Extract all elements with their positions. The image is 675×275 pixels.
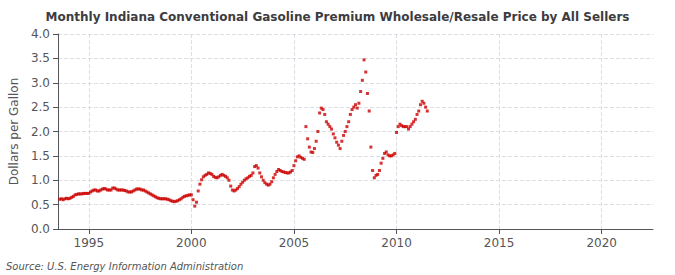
svg-text:3.0: 3.0 [31, 76, 50, 90]
svg-text:1.0: 1.0 [31, 173, 50, 187]
svg-text:Dollars per Gallon: Dollars per Gallon [7, 78, 21, 186]
svg-text:4.0: 4.0 [31, 27, 50, 41]
svg-text:2015: 2015 [484, 236, 515, 250]
svg-text:2020: 2020 [586, 236, 617, 250]
svg-text:1.5: 1.5 [31, 149, 50, 163]
svg-text:Monthly Indiana Conventional G: Monthly Indiana Conventional Gasoline Pr… [46, 10, 630, 24]
svg-text:1995: 1995 [74, 236, 105, 250]
svg-text:2005: 2005 [279, 236, 310, 250]
svg-text:Source: U.S. Energy Informatio: Source: U.S. Energy Information Administ… [6, 261, 243, 272]
svg-text:2.5: 2.5 [31, 100, 50, 114]
svg-text:2.0: 2.0 [31, 125, 50, 139]
svg-text:0.0: 0.0 [31, 222, 50, 236]
svg-text:0.5: 0.5 [31, 198, 50, 212]
svg-text:2010: 2010 [381, 236, 412, 250]
svg-text:3.5: 3.5 [31, 51, 50, 65]
svg-text:2000: 2000 [176, 236, 207, 250]
